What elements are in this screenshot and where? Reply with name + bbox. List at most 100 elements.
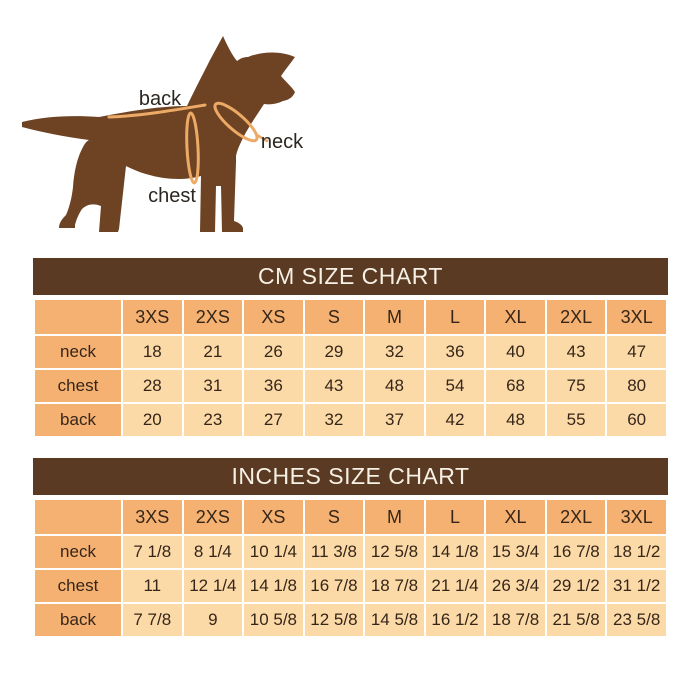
inches-value-cell: 16 7/8	[304, 570, 364, 602]
cm-value-cell: 31	[183, 370, 243, 402]
chest-measure-ellipse	[185, 111, 200, 185]
cm-back-row: back 20 23 27 32 37 42 48 55 60	[35, 404, 666, 436]
cm-value-cell: 40	[486, 336, 545, 368]
cm-size-header: XS	[244, 300, 303, 334]
dog-silhouette	[22, 36, 295, 232]
inches-size-header: 3XL	[607, 500, 666, 534]
cm-row-label: back	[35, 404, 121, 436]
inches-size-header: M	[365, 500, 424, 534]
inches-value-cell: 11 3/8	[304, 536, 364, 568]
inches-value-cell: 18 1/2	[607, 536, 666, 568]
inches-size-header: S	[304, 500, 364, 534]
cm-size-header: M	[365, 300, 424, 334]
cm-value-cell: 21	[183, 336, 243, 368]
cm-value-cell: 36	[425, 336, 485, 368]
cm-corner-cell	[35, 300, 121, 334]
cm-value-cell: 75	[546, 370, 606, 402]
cm-size-header: L	[425, 300, 485, 334]
inches-size-header: 2XL	[546, 500, 606, 534]
back-measure-line	[107, 103, 207, 119]
inches-value-cell: 9	[183, 604, 243, 636]
inches-value-cell: 21 5/8	[546, 604, 606, 636]
cm-size-header: 2XL	[546, 300, 606, 334]
cm-value-cell: 55	[546, 404, 606, 436]
inches-value-cell: 21 1/4	[425, 570, 485, 602]
inches-size-header: 2XS	[183, 500, 243, 534]
cm-value-cell: 27	[244, 404, 303, 436]
inches-size-header: L	[425, 500, 485, 534]
back-label: back	[139, 88, 182, 110]
neck-label: neck	[261, 131, 304, 153]
cm-chest-row: chest 28 31 36 43 48 54 68 75 80	[35, 370, 666, 402]
cm-size-header: S	[304, 300, 364, 334]
cm-value-cell: 43	[304, 370, 364, 402]
cm-chart-title: CM SIZE CHART	[33, 258, 668, 295]
cm-value-cell: 60	[607, 404, 666, 436]
cm-value-cell: 68	[486, 370, 545, 402]
inches-value-cell: 10 1/4	[244, 536, 303, 568]
inches-value-cell: 31 1/2	[607, 570, 666, 602]
cm-neck-row: neck 18 21 26 29 32 36 40 43 47	[35, 336, 666, 368]
cm-value-cell: 20	[123, 404, 182, 436]
cm-value-cell: 80	[607, 370, 666, 402]
inches-size-chart-section: INCHES SIZE CHART 3XS 2XS XS S M L XL 2X…	[33, 458, 668, 638]
inches-size-table: 3XS 2XS XS S M L XL 2XL 3XL neck 7 1/8 8…	[33, 498, 668, 638]
inches-value-cell: 18 7/8	[486, 604, 545, 636]
cm-row-label: chest	[35, 370, 121, 402]
inches-value-cell: 18 7/8	[365, 570, 424, 602]
cm-value-cell: 18	[123, 336, 182, 368]
cm-value-cell: 36	[244, 370, 303, 402]
inches-value-cell: 7 1/8	[123, 536, 182, 568]
cm-row-label: neck	[35, 336, 121, 368]
cm-value-cell: 42	[425, 404, 485, 436]
dog-illustration: back neck chest	[22, 36, 304, 232]
cm-size-header: 3XS	[123, 300, 182, 334]
inches-size-header: 3XS	[123, 500, 182, 534]
inches-row-label: back	[35, 604, 121, 636]
inches-value-cell: 12 1/4	[183, 570, 243, 602]
inches-value-cell: 26 3/4	[486, 570, 545, 602]
inches-value-cell: 14 5/8	[365, 604, 424, 636]
inches-value-cell: 29 1/2	[546, 570, 606, 602]
inches-corner-cell	[35, 500, 121, 534]
cm-value-cell: 32	[304, 404, 364, 436]
inches-value-cell: 8 1/4	[183, 536, 243, 568]
cm-value-cell: 48	[365, 370, 424, 402]
dog-measurement-diagram: back neck chest	[15, 10, 305, 250]
inches-value-cell: 10 5/8	[244, 604, 303, 636]
neck-pointer-line	[255, 133, 269, 143]
inches-chest-row: chest 11 12 1/4 14 1/8 16 7/8 18 7/8 21 …	[35, 570, 666, 602]
inches-value-cell: 11	[123, 570, 182, 602]
inches-neck-row: neck 7 1/8 8 1/4 10 1/4 11 3/8 12 5/8 14…	[35, 536, 666, 568]
inches-header-row: 3XS 2XS XS S M L XL 2XL 3XL	[35, 500, 666, 534]
inches-value-cell: 7 7/8	[123, 604, 182, 636]
inches-row-label: neck	[35, 536, 121, 568]
inches-chart-title: INCHES SIZE CHART	[33, 458, 668, 495]
cm-value-cell: 43	[546, 336, 606, 368]
inches-value-cell: 23 5/8	[607, 604, 666, 636]
inches-value-cell: 12 5/8	[304, 604, 364, 636]
cm-value-cell: 26	[244, 336, 303, 368]
inches-back-row: back 7 7/8 9 10 5/8 12 5/8 14 5/8 16 1/2…	[35, 604, 666, 636]
inches-value-cell: 16 7/8	[546, 536, 606, 568]
neck-measure-ellipse	[213, 101, 259, 143]
cm-value-cell: 47	[607, 336, 666, 368]
cm-value-cell: 28	[123, 370, 182, 402]
inches-size-header: XS	[244, 500, 303, 534]
inches-value-cell: 14 1/8	[244, 570, 303, 602]
cm-value-cell: 23	[183, 404, 243, 436]
inches-size-header: XL	[486, 500, 545, 534]
inches-value-cell: 14 1/8	[425, 536, 485, 568]
cm-value-cell: 29	[304, 336, 364, 368]
cm-size-header: 2XS	[183, 300, 243, 334]
inches-value-cell: 12 5/8	[365, 536, 424, 568]
inches-row-label: chest	[35, 570, 121, 602]
cm-value-cell: 32	[365, 336, 424, 368]
chest-label: chest	[148, 185, 196, 207]
cm-header-row: 3XS 2XS XS S M L XL 2XL 3XL	[35, 300, 666, 334]
cm-value-cell: 48	[486, 404, 545, 436]
cm-size-header: XL	[486, 300, 545, 334]
inches-value-cell: 16 1/2	[425, 604, 485, 636]
cm-size-header: 3XL	[607, 300, 666, 334]
